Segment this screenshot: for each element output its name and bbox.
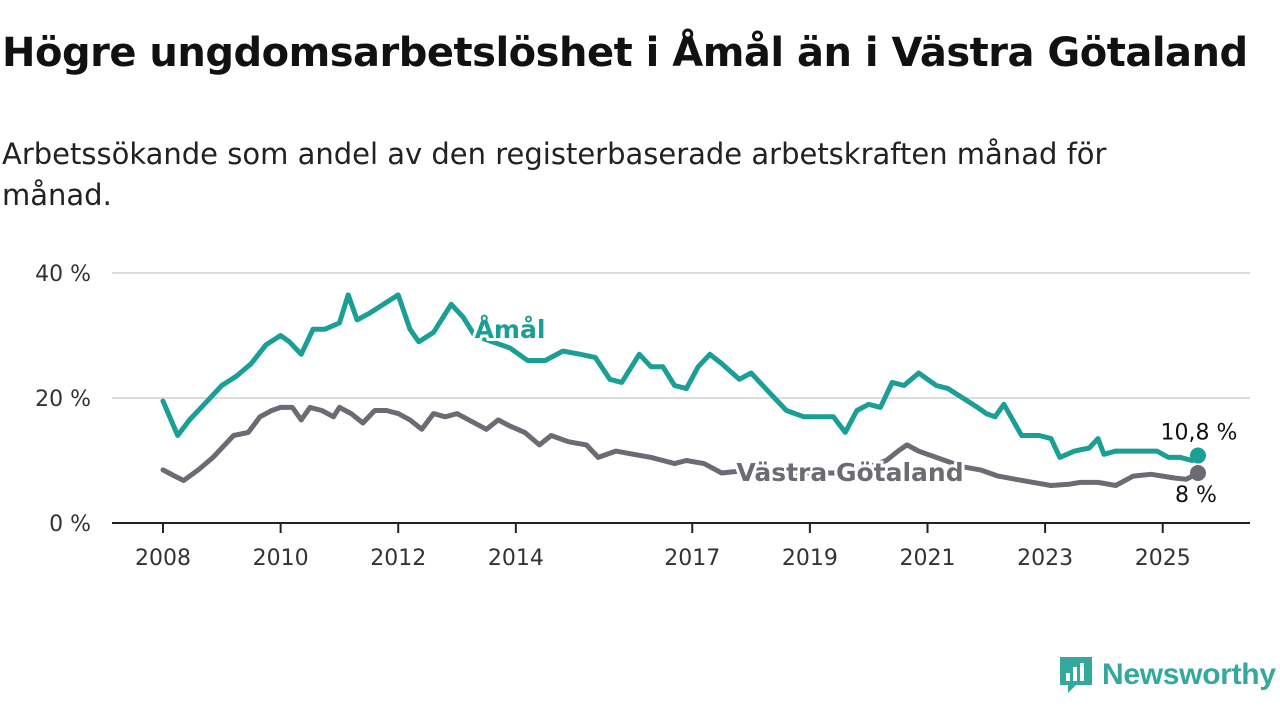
x-tick-label: 2010 [253, 546, 309, 571]
x-tick-label: 2014 [488, 546, 544, 571]
series-label-vastra-gotaland: Västra Götaland [736, 458, 963, 487]
y-axis-ticks: 0 % 20 % 40 % [35, 262, 91, 537]
end-value-label-vastra-gotaland: 8 % [1175, 483, 1217, 508]
x-tick-label: 2017 [664, 546, 720, 571]
x-tick-label: 2023 [1017, 546, 1073, 571]
end-point-amal [1190, 447, 1206, 464]
series-line-amal [160, 292, 1201, 463]
y-tick-label: 0 % [49, 512, 91, 537]
series-label-amal: Åmål [475, 315, 546, 344]
y-tick-label: 40 % [35, 262, 91, 287]
x-tick-label: 2019 [782, 546, 838, 571]
x-tick-label: 2012 [370, 546, 426, 571]
x-tick-label: 2025 [1135, 546, 1191, 571]
series-lines [160, 292, 1206, 488]
y-tick-label: 20 % [35, 387, 91, 412]
newsworthy-brand: Newsworthy [1058, 654, 1276, 696]
end-point-vastra-gotaland [1190, 465, 1206, 481]
newsworthy-logo-icon [1060, 657, 1092, 693]
end-value-label-amal: 10,8 % [1161, 421, 1238, 446]
series-labels: Åmål Västra Götaland 10,8 % 8 % [472, 312, 1238, 508]
chart-subtitle: Arbetssökande som andel av den registerb… [2, 137, 1107, 212]
gridlines [112, 272, 1250, 399]
series-line-vastra-gotaland [160, 404, 1201, 488]
x-tick-label: 2008 [135, 546, 191, 571]
x-axis-ticks: 2008 2010 2012 2014 2017 2019 2021 2023 2025 [135, 523, 1191, 571]
newsworthy-wordmark: Newsworthy [1102, 658, 1276, 691]
line-chart: 2008 2010 2012 2014 2017 2019 2021 2023 2025 0 %… [35, 262, 1250, 571]
chart-title: Högre ungdomsarbetslöshet i Åmål än i Vä… [2, 30, 1248, 76]
x-tick-label: 2021 [899, 546, 955, 571]
